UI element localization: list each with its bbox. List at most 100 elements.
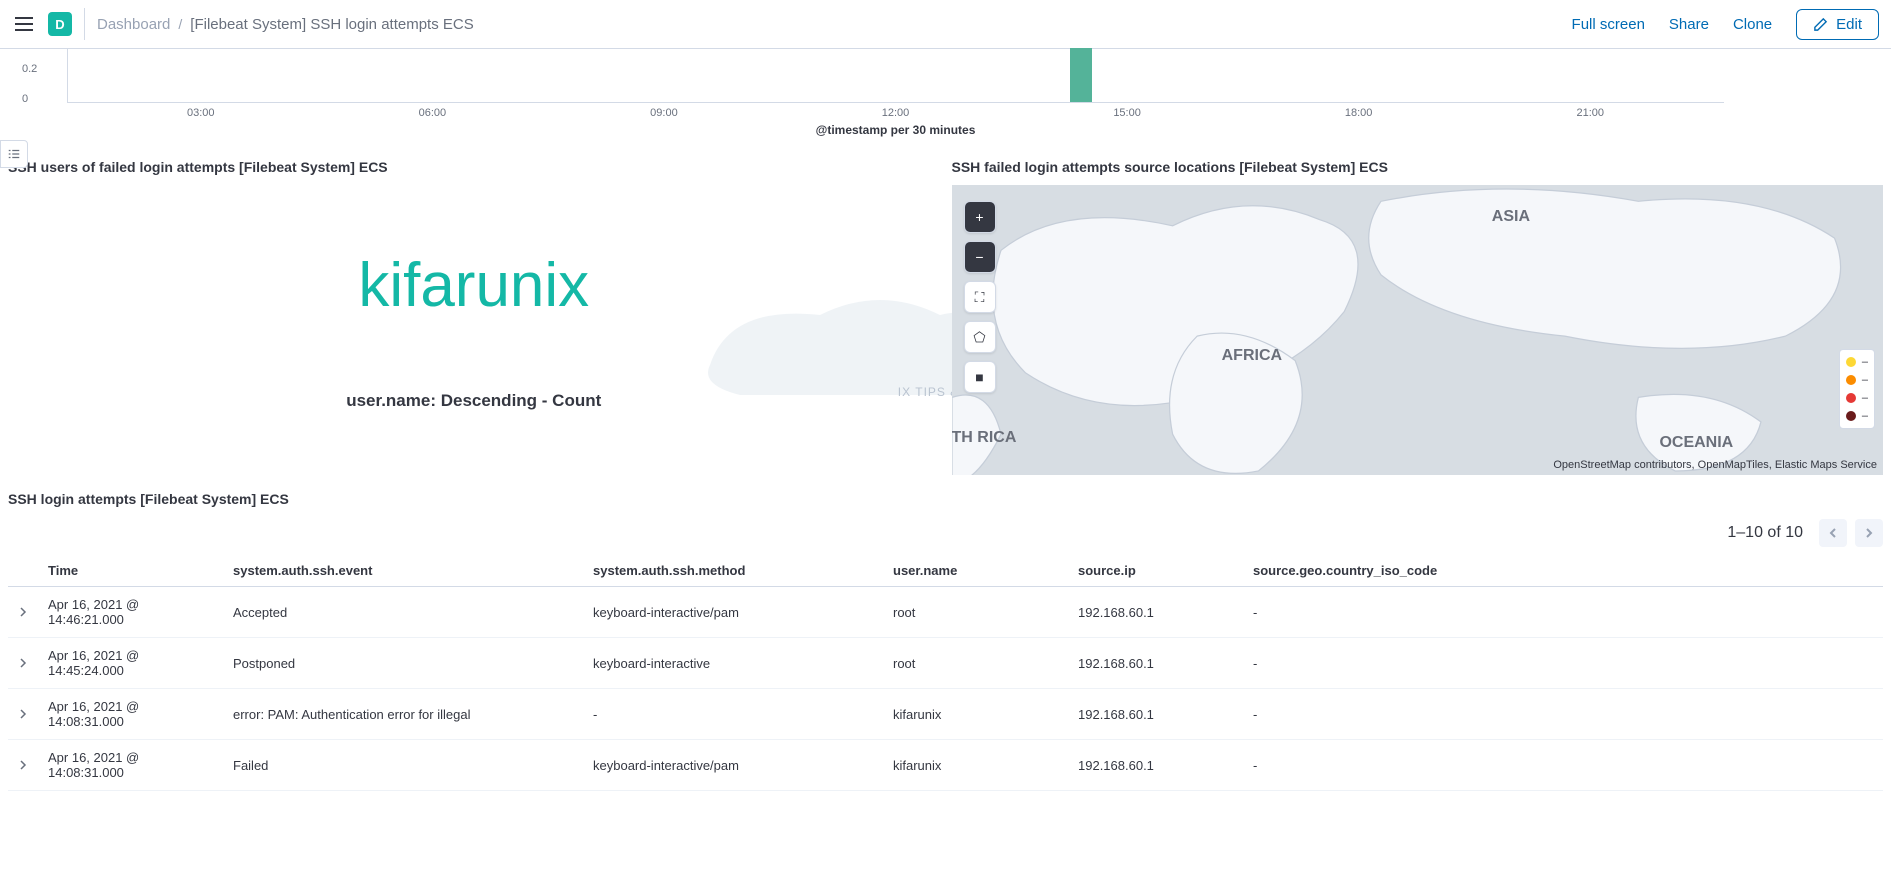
- topbar-actions: Full screen Share Clone Edit: [1572, 9, 1879, 40]
- table-cell: keyboard-interactive/pam: [583, 740, 883, 791]
- table-row: Apr 16, 2021 @ 14:45:24.000Postponedkeyb…: [8, 638, 1883, 689]
- map-square-button[interactable]: ■: [964, 361, 996, 393]
- legend-toggle-button[interactable]: [0, 140, 28, 168]
- list-icon: [7, 147, 21, 161]
- share-button[interactable]: Share: [1669, 16, 1709, 33]
- map-legend: – – – –: [1839, 349, 1875, 429]
- map-zoom-in-button[interactable]: +: [964, 201, 996, 233]
- y-tick: 0.2: [22, 63, 37, 75]
- map-label: AFRICA: [1222, 347, 1282, 365]
- column-header[interactable]: system.auth.ssh.event: [223, 555, 583, 587]
- column-header[interactable]: source.ip: [1068, 555, 1243, 587]
- page-info: 1–10 of 10: [1727, 524, 1803, 542]
- table-row: Apr 16, 2021 @ 14:08:31.000error: PAM: A…: [8, 689, 1883, 740]
- table-cell: kifarunix: [883, 689, 1068, 740]
- legend-dot-icon: [1846, 411, 1856, 421]
- legend-dot-icon: [1846, 375, 1856, 385]
- column-header[interactable]: user.name: [883, 555, 1068, 587]
- table-cell: Apr 16, 2021 @ 14:46:21.000: [38, 587, 223, 638]
- table-cell: Apr 16, 2021 @ 14:45:24.000: [38, 638, 223, 689]
- expand-row-button[interactable]: [8, 740, 38, 791]
- legend-item: –: [1846, 392, 1868, 404]
- map-area[interactable]: ASIA AFRICA TH RICA OCEANIA + − ⛶ ⬠ ■ – – – – Open…: [952, 185, 1884, 475]
- panel-table: SSH login attempts [Filebeat System] ECS…: [8, 491, 1883, 791]
- table-cell: 192.168.60.1: [1068, 740, 1243, 791]
- legend-item: –: [1846, 374, 1868, 386]
- divider: [84, 8, 85, 40]
- map-fit-button[interactable]: ⛶: [964, 281, 996, 313]
- prev-page-button[interactable]: [1819, 519, 1847, 547]
- breadcrumb-root[interactable]: Dashboard: [97, 16, 170, 33]
- edit-button[interactable]: Edit: [1796, 9, 1879, 40]
- table-cell: error: PAM: Authentication error for ill…: [223, 689, 583, 740]
- table-cell: -: [1243, 740, 1883, 791]
- table-cell: -: [1243, 638, 1883, 689]
- edit-label: Edit: [1836, 16, 1862, 33]
- table-cell: 192.168.60.1: [1068, 587, 1243, 638]
- breadcrumb: Dashboard / [Filebeat System] SSH login …: [97, 16, 474, 33]
- legend-dot-icon: [1846, 393, 1856, 403]
- app-badge[interactable]: D: [48, 12, 72, 36]
- table-cell: kifarunix: [883, 740, 1068, 791]
- table-cell: root: [883, 587, 1068, 638]
- fullscreen-button[interactable]: Full screen: [1572, 16, 1645, 33]
- expand-row-button[interactable]: [8, 689, 38, 740]
- expand-row-button[interactable]: [8, 587, 38, 638]
- table-cell: Apr 16, 2021 @ 14:08:31.000: [38, 689, 223, 740]
- table-cell: Postponed: [223, 638, 583, 689]
- world-map-icon: [952, 185, 1884, 475]
- expand-row-button[interactable]: [8, 638, 38, 689]
- map-controls: + − ⛶ ⬠ ■: [964, 201, 996, 393]
- topbar: D Dashboard / [Filebeat System] SSH logi…: [0, 0, 1891, 49]
- table-cell: root: [883, 638, 1068, 689]
- column-header[interactable]: system.auth.ssh.method: [583, 555, 883, 587]
- breadcrumb-separator: /: [178, 16, 182, 32]
- panel-title: SSH failed login attempts source locatio…: [952, 159, 1884, 175]
- table-cell: -: [583, 689, 883, 740]
- panel-title: SSH users of failed login attempts [File…: [8, 159, 940, 175]
- table-cell: keyboard-interactive: [583, 638, 883, 689]
- map-attribution: OpenStreetMap contributors, OpenMapTiles…: [1553, 459, 1877, 471]
- map-label: TH RICA: [952, 429, 1017, 447]
- timeline-chart: 0.2 0 03:0006:0009:0012:0015:0018:0021:0…: [12, 49, 1879, 147]
- legend-item: –: [1846, 410, 1868, 422]
- panel-map: SSH failed login attempts source locatio…: [952, 159, 1884, 475]
- table-cell: 192.168.60.1: [1068, 638, 1243, 689]
- legend-item: –: [1846, 356, 1868, 368]
- column-header[interactable]: source.geo.country_iso_code: [1243, 555, 1883, 587]
- map-label: ASIA: [1492, 208, 1530, 226]
- next-page-button[interactable]: [1855, 519, 1883, 547]
- x-tick: 09:00: [650, 107, 678, 119]
- data-table: Timesystem.auth.ssh.eventsystem.auth.ssh…: [8, 555, 1883, 791]
- chevron-left-icon: [1827, 527, 1839, 539]
- hamburger-menu[interactable]: [12, 12, 36, 36]
- table-cell: Failed: [223, 740, 583, 791]
- clone-button[interactable]: Clone: [1733, 16, 1772, 33]
- x-ticks: 03:0006:0009:0012:0015:0018:0021:00: [67, 107, 1724, 119]
- table-cell: Apr 16, 2021 @ 14:08:31.000: [38, 740, 223, 791]
- x-tick: 18:00: [1345, 107, 1373, 119]
- table-cell: -: [1243, 587, 1883, 638]
- watermark-text: kifarunix: [358, 250, 589, 321]
- x-tick: 15:00: [1113, 107, 1141, 119]
- panel-failed-users: SSH users of failed login attempts [File…: [8, 159, 940, 475]
- map-zoom-out-button[interactable]: −: [964, 241, 996, 273]
- table-cell: 192.168.60.1: [1068, 689, 1243, 740]
- chart-bar: [1070, 48, 1092, 102]
- x-tick: 21:00: [1576, 107, 1604, 119]
- column-header[interactable]: Time: [38, 555, 223, 587]
- x-tick: 12:00: [882, 107, 910, 119]
- panel-caption: user.name: Descending - Count: [346, 391, 601, 411]
- table-cell: -: [1243, 689, 1883, 740]
- breadcrumb-current: [Filebeat System] SSH login attempts ECS: [190, 16, 473, 33]
- x-tick: 06:00: [419, 107, 447, 119]
- table-row: Apr 16, 2021 @ 14:46:21.000Acceptedkeybo…: [8, 587, 1883, 638]
- map-label: OCEANIA: [1659, 434, 1733, 452]
- table-cell: keyboard-interactive/pam: [583, 587, 883, 638]
- table-row: Apr 16, 2021 @ 14:08:31.000Failedkeyboar…: [8, 740, 1883, 791]
- table-cell: Accepted: [223, 587, 583, 638]
- pencil-icon: [1813, 17, 1828, 32]
- chevron-right-icon: [1863, 527, 1875, 539]
- map-polygon-button[interactable]: ⬠: [964, 321, 996, 353]
- panel-title: SSH login attempts [Filebeat System] ECS: [8, 491, 1883, 507]
